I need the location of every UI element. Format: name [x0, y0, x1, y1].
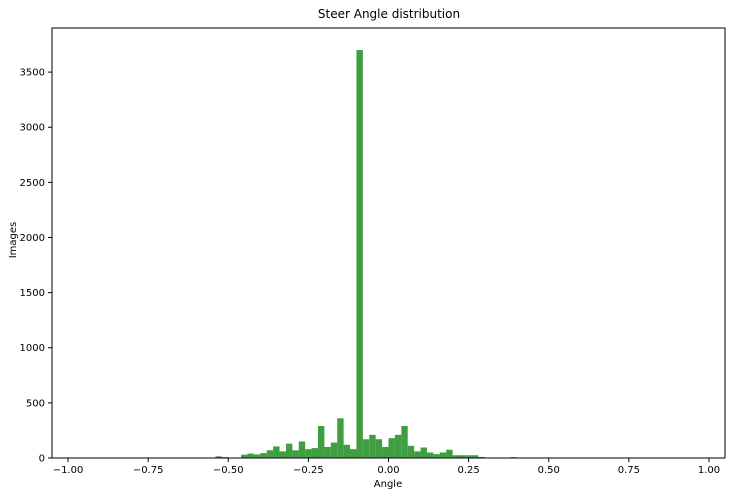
histogram-bar-10	[292, 450, 299, 458]
chart-title: Steer Angle distribution	[318, 7, 460, 21]
x-tick-label: 1.00	[698, 465, 720, 476]
y-axis-label: Images	[8, 222, 19, 259]
histogram-bar-4	[253, 454, 261, 458]
y-tick-label: 3000	[20, 123, 45, 134]
x-tick-label: −0.25	[293, 465, 324, 476]
y-tick-label: 2500	[20, 178, 45, 189]
histogram-bar-38	[471, 455, 479, 458]
histogram-bar-28	[407, 445, 415, 458]
histogram-bar-34	[446, 449, 453, 458]
histogram-bar-26	[394, 434, 402, 458]
histogram-bar-11	[298, 441, 306, 458]
y-tick-label: 2000	[20, 233, 45, 244]
y-tick-label: 1000	[20, 343, 45, 354]
plot-frame	[51, 27, 726, 459]
histogram-bar-23	[375, 439, 383, 458]
histogram-bar-39	[478, 456, 485, 458]
y-tick-label: 1500	[20, 288, 45, 299]
histogram-bar-6	[266, 450, 274, 458]
histogram-bar-14	[317, 426, 325, 458]
x-tick-label: 0.50	[538, 465, 560, 476]
histogram-bar-5	[260, 453, 267, 458]
x-tick-label: −0.75	[133, 465, 164, 476]
x-tick-label: −1.00	[53, 465, 84, 476]
bars-layer	[215, 50, 517, 459]
histogram-bar-22	[369, 434, 376, 458]
histogram-bar-36	[459, 455, 466, 458]
histogram-bar-2	[241, 454, 248, 458]
histogram-bar-20	[356, 50, 363, 459]
histogram-bar-29	[414, 451, 421, 458]
histogram-bar-25	[388, 438, 395, 458]
histogram-bar-17	[337, 418, 344, 458]
histogram-bar-37	[465, 455, 472, 458]
histogram-bar-19	[350, 449, 357, 458]
x-axis-ticks: −1.00 −0.75 −0.50 −0.25 0.00 0.25 0.50 0.75 1.00	[53, 458, 720, 476]
x-tick-label: 0.00	[377, 465, 399, 476]
y-tick-label: 0	[39, 454, 45, 465]
histogram-bar-0	[215, 456, 222, 458]
histogram-bar-16	[330, 442, 338, 458]
histogram-bar-12	[305, 449, 312, 458]
histogram-bar-18	[343, 444, 351, 458]
histogram-bar-30	[420, 447, 427, 458]
x-tick-label: −0.50	[213, 465, 244, 476]
y-tick-label: 500	[26, 398, 45, 409]
histogram-bar-7	[273, 446, 280, 458]
histogram-bar-21	[362, 439, 370, 458]
histogram-bar-3	[247, 453, 254, 458]
histogram-bar-32	[433, 454, 440, 458]
histogram-bar-24	[382, 446, 389, 458]
x-axis-label: Angle	[374, 479, 402, 490]
histogram-bar-9	[285, 443, 293, 458]
y-axis-ticks: 0 500 1000 1500 2000 2500 3000 3500	[20, 68, 52, 465]
x-tick-label: 0.75	[618, 465, 640, 476]
x-tick-label: 0.25	[457, 465, 479, 476]
histogram-bar-13	[311, 448, 318, 458]
histogram-bar-33	[439, 452, 447, 458]
histogram-bar-27	[401, 426, 408, 458]
histogram-bar-15	[324, 446, 331, 458]
histogram-bar-8	[279, 451, 286, 458]
histogram-bar-31	[426, 452, 434, 458]
y-tick-label: 3500	[20, 68, 45, 79]
histogram-bar-35	[452, 455, 460, 458]
